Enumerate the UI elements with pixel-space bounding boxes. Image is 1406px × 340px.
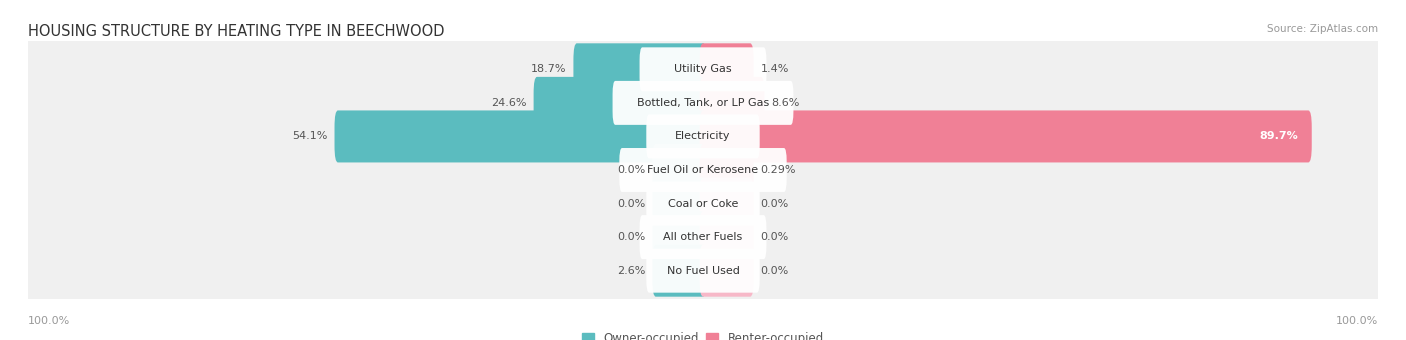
FancyBboxPatch shape [27, 131, 1379, 209]
FancyBboxPatch shape [700, 177, 754, 230]
FancyBboxPatch shape [652, 245, 706, 297]
Text: No Fuel Used: No Fuel Used [666, 266, 740, 276]
FancyBboxPatch shape [640, 215, 766, 259]
Text: 0.0%: 0.0% [617, 165, 645, 175]
Text: 0.0%: 0.0% [761, 232, 789, 242]
FancyBboxPatch shape [27, 164, 1379, 243]
Text: 24.6%: 24.6% [491, 98, 527, 108]
FancyBboxPatch shape [574, 43, 706, 95]
FancyBboxPatch shape [619, 148, 787, 192]
FancyBboxPatch shape [647, 249, 759, 293]
Text: 2.6%: 2.6% [617, 266, 645, 276]
FancyBboxPatch shape [27, 97, 1379, 176]
FancyBboxPatch shape [700, 211, 754, 263]
Text: Coal or Coke: Coal or Coke [668, 199, 738, 208]
FancyBboxPatch shape [652, 211, 706, 263]
Text: 1.4%: 1.4% [761, 64, 789, 74]
FancyBboxPatch shape [700, 77, 765, 129]
FancyBboxPatch shape [700, 144, 754, 196]
Text: 100.0%: 100.0% [28, 317, 70, 326]
FancyBboxPatch shape [27, 64, 1379, 142]
Text: Electricity: Electricity [675, 132, 731, 141]
FancyBboxPatch shape [27, 30, 1379, 109]
FancyBboxPatch shape [700, 43, 754, 95]
Text: Fuel Oil or Kerosene: Fuel Oil or Kerosene [647, 165, 759, 175]
Text: 0.0%: 0.0% [761, 199, 789, 208]
FancyBboxPatch shape [335, 110, 706, 163]
FancyBboxPatch shape [647, 182, 759, 225]
Text: 0.29%: 0.29% [761, 165, 796, 175]
FancyBboxPatch shape [27, 198, 1379, 276]
FancyBboxPatch shape [700, 245, 754, 297]
Text: Utility Gas: Utility Gas [675, 64, 731, 74]
FancyBboxPatch shape [640, 47, 766, 91]
Text: 0.0%: 0.0% [617, 232, 645, 242]
Text: 18.7%: 18.7% [531, 64, 567, 74]
FancyBboxPatch shape [700, 110, 1312, 163]
Text: 89.7%: 89.7% [1260, 132, 1298, 141]
Text: HOUSING STRUCTURE BY HEATING TYPE IN BEECHWOOD: HOUSING STRUCTURE BY HEATING TYPE IN BEE… [28, 24, 444, 39]
FancyBboxPatch shape [534, 77, 706, 129]
Text: 8.6%: 8.6% [770, 98, 800, 108]
Text: 0.0%: 0.0% [617, 199, 645, 208]
Text: Bottled, Tank, or LP Gas: Bottled, Tank, or LP Gas [637, 98, 769, 108]
Text: Source: ZipAtlas.com: Source: ZipAtlas.com [1267, 24, 1378, 34]
FancyBboxPatch shape [652, 144, 706, 196]
FancyBboxPatch shape [613, 81, 793, 125]
Text: 100.0%: 100.0% [1336, 317, 1378, 326]
Text: All other Fuels: All other Fuels [664, 232, 742, 242]
FancyBboxPatch shape [652, 177, 706, 230]
Text: 54.1%: 54.1% [292, 132, 328, 141]
Legend: Owner-occupied, Renter-occupied: Owner-occupied, Renter-occupied [578, 328, 828, 340]
FancyBboxPatch shape [27, 231, 1379, 310]
Text: 0.0%: 0.0% [761, 266, 789, 276]
FancyBboxPatch shape [647, 115, 759, 158]
